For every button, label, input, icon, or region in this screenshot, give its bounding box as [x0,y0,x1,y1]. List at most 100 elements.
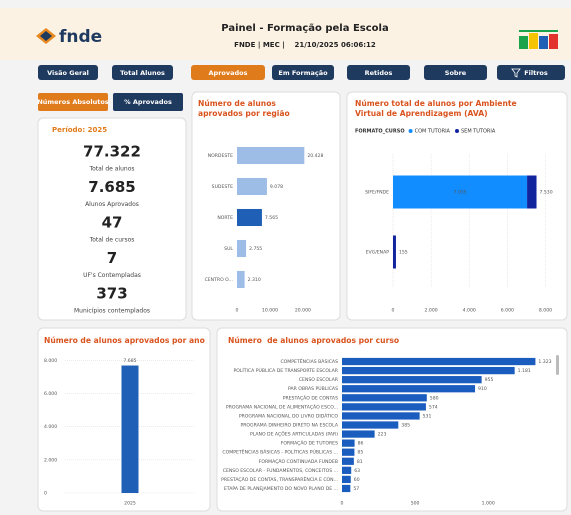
chart-title: Número total de alunos por Ambiente Virtu… [355,99,517,118]
x-tick-label: 0 [236,308,239,314]
x-tick-label: 0 [392,308,395,314]
value-label: 63 [354,468,360,474]
legend-label: COM TUTORIA [415,129,451,135]
x-tick-label: 20.000 [295,308,311,314]
value-label: 385 [401,423,410,429]
value-label: 86 [358,441,364,447]
bar [342,366,515,375]
y-tick-label: PRESTAÇÃO DE CONTAS [283,394,338,401]
button-label: % Aprovados [124,98,172,106]
bar [342,357,536,366]
bar [237,146,305,165]
y-tick-label: POLÍTICA PÚBLICA DE TRANSPORTE ESCOLAR [233,367,338,374]
tab[interactable] [272,65,334,80]
legend-label: SEM TUTORIA [461,129,496,135]
y-tick-label: PLANO DE AÇÕES ARTICULADAS (PAR) [250,431,338,438]
value-label: 9.078 [270,184,283,190]
card [191,91,341,321]
chart-title: Número de alunos aprovados por ano [44,336,205,345]
y-tick-label: COMPETÊNCIAS BÁSICAS - POLÍTICAS PÚBLICA… [222,448,338,456]
y-tick-label: SIFE/FNDE [365,190,389,196]
tab[interactable] [347,65,410,80]
value-label: 81 [357,459,363,465]
y-tick-label: 8.000 [44,358,57,364]
x-tick-label: 2025 [124,501,136,507]
bar [237,208,262,227]
tab-label: Visão Geral [47,69,89,77]
value-label: 580 [430,395,439,401]
bar [342,403,426,411]
chart-title: Número de alunos aprovados por curso [228,336,399,345]
kpi-value: 47 [102,214,123,232]
bar [342,421,399,429]
tab-label: Em Formação [278,69,328,77]
y-tick-label: FORMAÇÃO CONTINUADA FUNDEB [259,458,338,465]
button-absolute[interactable] [38,93,108,111]
y-tick-label: FORMAÇÃO DE TUTORES [281,440,338,447]
kpi-label: Alunos Aprovados [85,201,139,208]
x-tick-label: 10.000 [262,308,278,314]
kpi-value: 7 [107,249,117,267]
bar [342,376,482,384]
value-label: 531 [423,413,432,419]
value-label: 223 [378,432,387,438]
legend-swatch [454,129,459,133]
tab-label: Aprovados [209,69,248,77]
filter-icon [511,68,521,78]
kpi-list: 77.322 Total de alunos 7.685 Alunos Aprovad… [74,143,150,315]
bar [342,412,420,420]
period: Período: 2025 [52,126,107,134]
y-tick-label: PROGRAMA DINHEIRO DIRETO NA ESCOLA [240,423,338,429]
total-label: 7.530 [540,190,553,196]
value-label: 955 [485,377,494,383]
bar [342,439,355,447]
x-tick-label: 4.000 [463,308,476,314]
tab[interactable] [112,65,173,80]
y-tick-label: PROGRAMA NACIONAL DE ALIMENTAÇÃO ESCO... [226,403,338,410]
value-label: 20.428 [307,153,323,159]
bar [342,430,375,438]
y-tick-label: 4.000 [44,424,57,430]
y-tick-label: EVG/ENAP [366,250,390,256]
tab[interactable] [38,65,98,80]
y-tick-label: NORDESTE [208,153,233,159]
tab[interactable] [424,65,487,80]
y-tick-label: CENSO ESCOLAR [299,377,339,383]
kpi-card [37,117,187,321]
tab-bar: Visão Geral Total Alunos Aprovados Em Forma… [38,65,565,80]
tab[interactable] [191,65,265,80]
kpi-value: 7.685 [88,178,135,196]
x-tick-label: 8.000 [539,308,552,314]
legend-title: FORMATO_CURSO [355,129,405,135]
bar [342,457,354,465]
scrollbar[interactable] [556,355,559,375]
y-tick-label: 0 [44,491,47,497]
bar [342,475,351,484]
x-tick-label: 0 [341,501,344,507]
y-tick-label: SUL [224,246,233,252]
bar [342,385,476,393]
bar [237,177,267,196]
bar [342,466,352,474]
button-label: Números Absolutos [37,98,108,106]
kpi-label: Total de cursos [89,237,135,244]
tab-label: Sobre [445,69,467,77]
value-label: 2.755 [249,246,262,252]
bar [121,365,139,493]
value-label: 60 [354,477,360,483]
y-tick-label: NORTE [217,215,233,221]
value-label: 574 [429,404,438,410]
header-bar [0,8,571,60]
page-title: Painel - Formação pela Escola [221,23,388,34]
y-tick-label: CENSO ESCOLAR - FUNDAMENTOS, CONCEITOS .… [223,468,338,474]
bar [342,394,427,402]
fnde-logo: fnde [36,27,102,47]
legend-swatch [408,129,413,133]
page-subtitle: FNDE | MEC | 21/10/2025 06:06:12 [234,41,376,50]
value-label: 2.310 [248,277,261,283]
kpi-value: 373 [96,285,127,303]
y-tick-label: PRESTAÇÃO DE CONTAS, TRANSPARÊNCIA E CON… [221,475,338,483]
button-percent[interactable] [113,93,183,111]
bar [393,235,396,269]
